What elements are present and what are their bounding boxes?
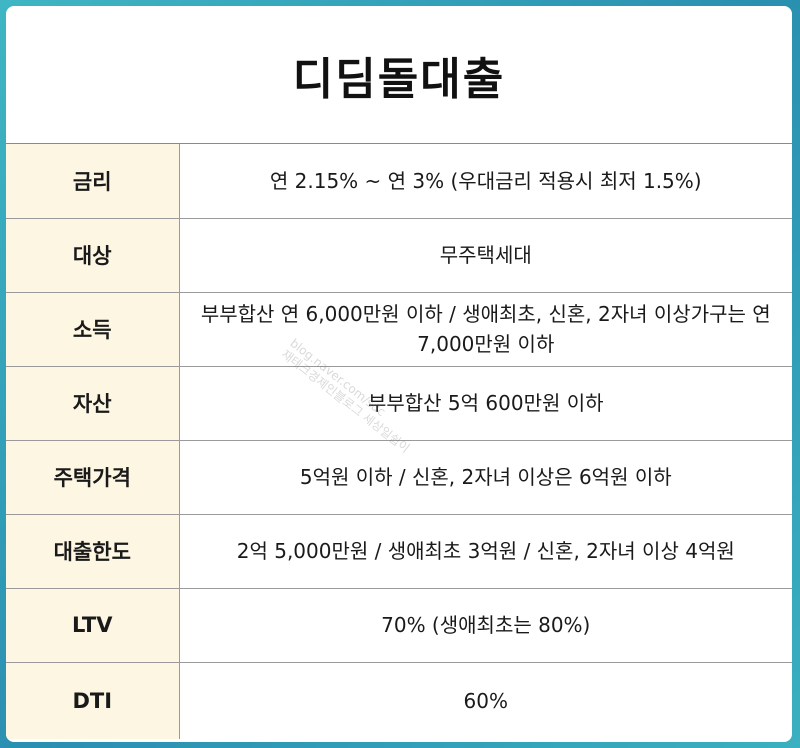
row-label: 대출한도 <box>6 514 180 589</box>
row-label: LTV <box>6 588 180 663</box>
row-label: 금리 <box>6 144 180 219</box>
row-label: 주택가격 <box>6 440 180 515</box>
row-label: 대상 <box>6 218 180 293</box>
page-title: 디딤돌대출 <box>292 53 506 105</box>
row-label: 자산 <box>6 366 180 441</box>
info-card: 디딤돌대출 금리 연 2.15% ~ 연 3% (우대금리 적용시 최저 1.5… <box>6 6 792 742</box>
table-row: 대상 무주택세대 <box>6 218 792 293</box>
row-value: 60% <box>463 688 508 713</box>
row-value: 연 2.15% ~ 연 3% (우대금리 적용시 최저 1.5%) <box>179 144 792 219</box>
row-value: 70% (생애최초는 80%) <box>179 588 792 663</box>
row-label: DTI <box>6 662 180 739</box>
info-table: 금리 연 2.15% ~ 연 3% (우대금리 적용시 최저 1.5%) 대상 … <box>6 144 792 739</box>
title-area: 디딤돌대출 <box>6 6 792 144</box>
table-row: 대출한도 2억 5,000만원 / 생애최초 3억원 / 신혼, 2자녀 이상 … <box>6 514 792 589</box>
table-row: 주택가격 5억원 이하 / 신혼, 2자녀 이상은 6억원 이하 <box>6 440 792 515</box>
row-value: 부부합산 연 6,000만원 이하 / 생애최초, 신혼, 2자녀 이상가구는 … <box>179 292 792 367</box>
row-value: 2억 5,000만원 / 생애최초 3억원 / 신혼, 2자녀 이상 4억원 <box>179 514 792 589</box>
row-value: 부부합산 5억 600만원 이하 <box>179 366 792 441</box>
table-row: 금리 연 2.15% ~ 연 3% (우대금리 적용시 최저 1.5%) <box>6 144 792 219</box>
row-value: 5억원 이하 / 신혼, 2자녀 이상은 6억원 이하 <box>179 440 792 515</box>
table-row: 자산 부부합산 5억 600만원 이하 <box>6 366 792 441</box>
row-label: 소득 <box>6 292 180 367</box>
table-row: 소득 부부합산 연 6,000만원 이하 / 생애최초, 신혼, 2자녀 이상가… <box>6 292 792 367</box>
table-row: LTV 70% (생애최초는 80%) <box>6 588 792 663</box>
row-value: 무주택세대 <box>179 218 792 293</box>
table-row: DTI 60% <box>6 662 792 739</box>
